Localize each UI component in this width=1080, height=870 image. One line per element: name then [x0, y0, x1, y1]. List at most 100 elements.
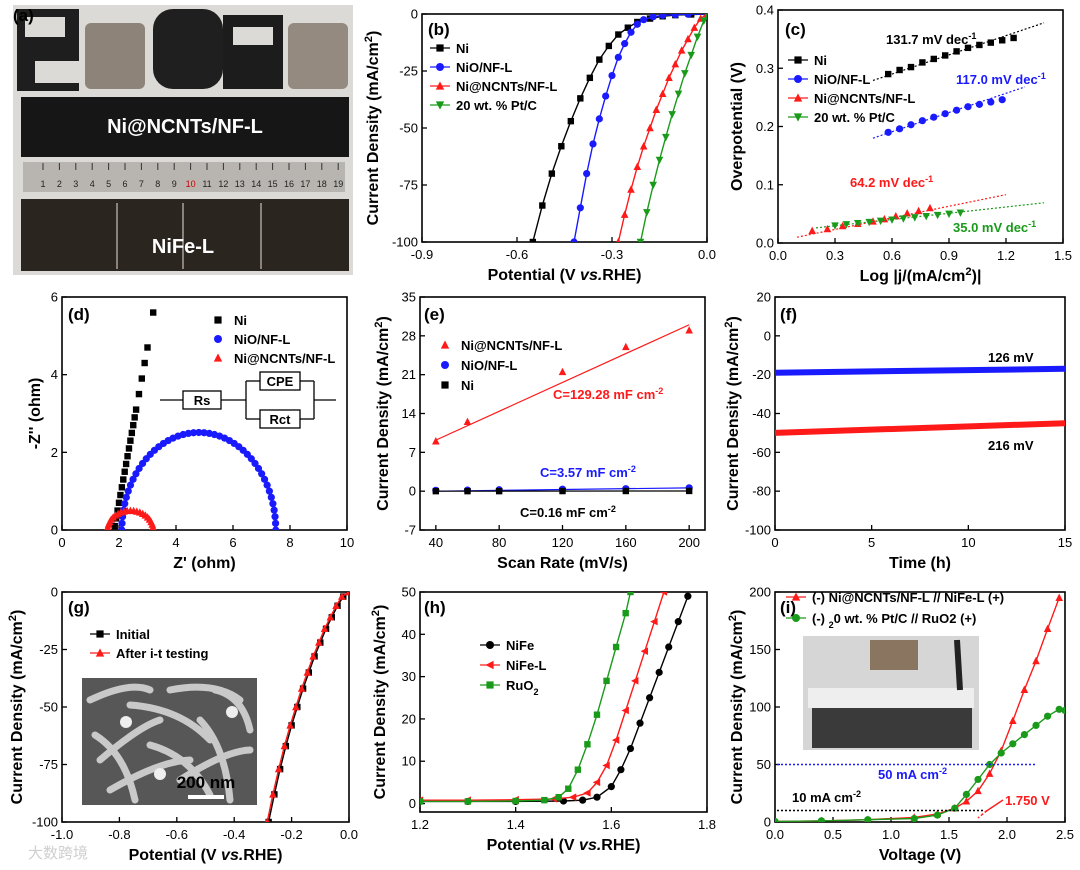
data-point	[115, 499, 123, 507]
data-point	[933, 211, 942, 220]
data-point	[592, 778, 601, 787]
data-point	[129, 475, 137, 483]
ruler-number: 7	[139, 179, 144, 189]
voltage-arrow	[984, 799, 1004, 813]
data-point	[942, 52, 949, 59]
data-point	[823, 224, 832, 233]
data-point	[130, 421, 137, 429]
data-point	[622, 609, 629, 617]
y-tick-label: 10	[402, 754, 416, 769]
data-point	[899, 215, 908, 223]
plot-area	[420, 592, 692, 806]
data-point	[286, 721, 294, 729]
data-point	[292, 702, 300, 711]
legend-marker	[793, 113, 803, 122]
annotation: C=3.57 mF cm-2	[540, 464, 636, 480]
chart-panel-g: -1.0 -0.8 -0.6 -0.4 -0.2 0.0 0 -25 -50 -75 -100 Pot…	[7, 585, 358, 865]
y-tick-label: 100	[749, 700, 771, 715]
data-point	[964, 103, 972, 111]
data-point	[135, 464, 143, 473]
legend: Ni NiO/NF-L Ni@NCNTs/NF-L 20 wt. % Pt/C	[788, 53, 915, 125]
data-point	[962, 797, 971, 805]
legend-marker	[794, 75, 802, 83]
plot-area	[796, 22, 1045, 238]
data-point	[117, 491, 124, 499]
rct-box	[259, 409, 301, 429]
ruler-number: 12	[218, 179, 228, 189]
fit-line	[872, 86, 1026, 139]
y-tick-label: -20	[752, 367, 771, 382]
data-point	[620, 210, 629, 218]
legend: (-) Ni@NCNTs/NF-L // NiFe-L (+) (-) 20 wt…	[786, 590, 1004, 630]
x-tick-label: 0	[58, 535, 65, 550]
data-point	[122, 460, 130, 468]
x-tick-label: -0.6	[506, 247, 528, 262]
y-tick-label: -25	[399, 64, 418, 79]
data-point	[574, 766, 582, 773]
data-point	[607, 783, 615, 791]
y-axis-label: Current Density (mA/cm2)	[727, 610, 746, 805]
x-tick-label: 2.0	[998, 827, 1016, 842]
data-point	[548, 170, 556, 177]
ruler-number: 13	[235, 179, 245, 189]
sem-nanotube	[91, 731, 139, 804]
data-point	[124, 487, 132, 495]
data-point	[605, 42, 613, 50]
x-tick-label: 4	[172, 535, 179, 550]
data-point	[685, 487, 693, 495]
data-point	[265, 487, 273, 495]
y-tick-label: 0.1	[756, 177, 774, 192]
y-tick-label: -100	[745, 523, 771, 538]
series-126-mv	[775, 365, 1065, 376]
ruler-number: 10	[186, 179, 196, 189]
data-point	[652, 105, 661, 113]
data-point	[555, 793, 562, 801]
series-line	[420, 592, 665, 801]
annotation: 126 mV	[988, 350, 1034, 365]
legend-label: After i-t testing	[116, 646, 209, 661]
data-point	[956, 209, 965, 217]
chart-panel-i: 0.0 0.5 1.0 1.5 2.0 2.5 0 50 100 150 200 Voltage (V…	[727, 585, 1074, 865]
data-point	[693, 33, 702, 41]
data-point	[865, 218, 873, 227]
chart-panel-e: 40 80 120 160 200 -7 0 7 14 21 28 35 Scan Rate (mV/s…	[373, 290, 706, 572]
rct-label: Rct	[270, 412, 292, 427]
legend-label: 20 wt. % Pt/C	[456, 98, 538, 113]
data-point	[808, 226, 816, 234]
data-point	[985, 769, 994, 777]
legend-label: Ni@NCNTs/NF-L	[234, 351, 335, 366]
panel-label: (f)	[780, 305, 797, 324]
x-tick-label: 2.5	[1056, 827, 1074, 842]
data-point	[671, 14, 679, 19]
sem-nanotube	[96, 716, 164, 764]
annotation: 10 mA cm-2	[792, 789, 861, 805]
data-point	[258, 470, 266, 478]
series-ni	[529, 14, 707, 242]
chart-panel-h: 1.2 1.4 1.6 1.8 0 10 20 30 40 50 Potential (V vs.R…	[370, 585, 716, 855]
data-point	[999, 37, 1006, 44]
series-20-wt-pt-c	[815, 202, 1045, 230]
fit-line	[435, 324, 690, 441]
data-point	[659, 592, 668, 596]
legend-marker	[486, 641, 494, 649]
x-tick-label: 5	[868, 535, 875, 550]
series-line	[775, 708, 1065, 822]
data-point	[621, 706, 629, 715]
data-point	[646, 123, 654, 132]
legend-label: NiFe-L	[506, 658, 547, 673]
series-ruo2	[420, 592, 634, 805]
data-point	[627, 185, 635, 193]
data-point	[838, 221, 847, 230]
sem-nanotube	[146, 741, 214, 799]
data-point	[131, 414, 138, 421]
x-axis-label: Scan Rate (mV/s)	[497, 555, 628, 572]
x-tick-label: -0.8	[108, 827, 130, 842]
data-point	[332, 601, 340, 609]
data-point	[922, 213, 930, 221]
data-point	[674, 618, 682, 626]
series--20-wt-pt-c-ruo2-	[775, 705, 1065, 822]
plot-area	[529, 14, 707, 242]
inset-electrodes	[812, 708, 972, 748]
plot-area	[775, 593, 1065, 822]
x-tick-label: 0	[771, 535, 778, 550]
